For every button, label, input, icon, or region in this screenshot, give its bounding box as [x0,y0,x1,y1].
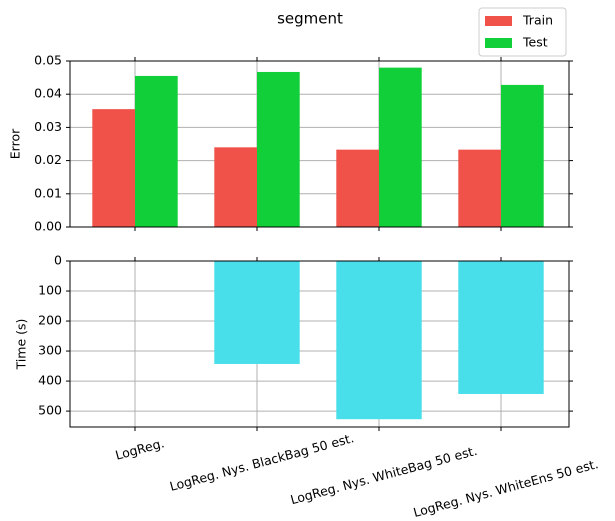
y-tick-label: 0.05 [34,53,62,68]
y-tick-label: 0.04 [34,86,62,101]
bar [458,150,501,227]
y-tick-label: 300 [38,343,62,358]
y-tick-label: 0 [54,253,62,268]
y-tick-label: 400 [38,373,62,388]
bar [214,261,299,364]
legend-swatch [485,16,512,26]
y-tick-label: 500 [38,403,62,418]
y-tick-label: 0.02 [34,152,62,167]
bar [92,109,135,227]
y-tick-label: 0.01 [34,185,62,200]
y-tick-label: 100 [38,283,62,298]
bar [257,72,300,227]
y-tick-label: 0.00 [34,219,62,234]
y-tick-label: 0.03 [34,119,62,134]
y-axis-label: Time (s) [14,319,29,371]
y-axis-label: Error [8,128,23,159]
bar [379,68,422,227]
bar [135,76,178,227]
bar [336,150,379,227]
x-tick-label: LogReg. [114,435,166,462]
y-tick-label: 200 [38,313,62,328]
bar [214,147,257,227]
bar [458,261,543,394]
legend-swatch [485,38,512,48]
chart-title: segment [277,10,343,28]
bar [501,85,544,227]
legend-label: Test [522,35,548,50]
legend-label: Train [522,13,553,28]
bar [336,261,421,419]
